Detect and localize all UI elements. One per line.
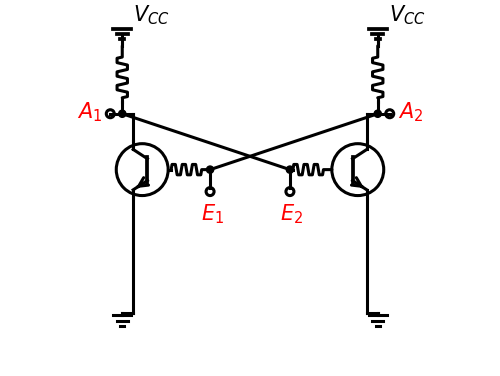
Circle shape bbox=[286, 166, 294, 173]
Text: $V_{CC}$: $V_{CC}$ bbox=[134, 3, 170, 27]
Text: $A_2$: $A_2$ bbox=[398, 100, 423, 124]
Circle shape bbox=[374, 110, 382, 117]
Text: $A_1$: $A_1$ bbox=[77, 100, 102, 124]
Circle shape bbox=[118, 110, 126, 117]
Circle shape bbox=[206, 166, 214, 173]
Text: $E_1$: $E_1$ bbox=[200, 203, 224, 226]
Text: $E_2$: $E_2$ bbox=[280, 203, 303, 226]
Text: $V_{CC}$: $V_{CC}$ bbox=[389, 3, 426, 27]
